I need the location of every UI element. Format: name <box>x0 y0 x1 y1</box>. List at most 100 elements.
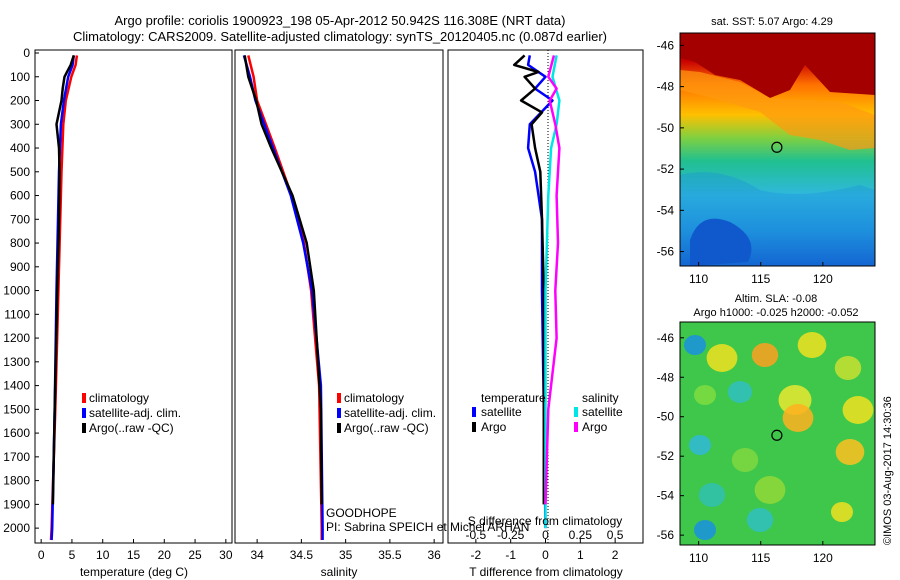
s-difference-label: S difference from climatology <box>468 514 623 528</box>
legend-header-salinity: salinity <box>582 391 619 405</box>
x-tick-label: 5 <box>69 548 76 562</box>
program-label: GOODHOPE <box>326 506 397 520</box>
legend-label-argo: Argo(..raw -QC) <box>344 421 429 435</box>
depth-tick-label: 1800 <box>3 474 30 488</box>
x-tick-label: -1 <box>505 548 516 562</box>
x-tick-label: 25 <box>188 548 202 562</box>
x-tick-label: 10 <box>96 548 110 562</box>
sla-map-axes: 110 115 120 -46 -48 -50 -52 -54 -56 <box>657 331 834 565</box>
legend-label-satellite: satellite-adj. clim. <box>89 406 181 420</box>
lon-tick-label: 120 <box>813 551 833 565</box>
sst-cool-region <box>680 172 875 266</box>
x-tick-label: 30 <box>219 548 233 562</box>
sla-heatmap <box>680 322 875 545</box>
salinity-x-label: salinity <box>321 565 358 579</box>
depth-tick-label: 200 <box>10 94 30 108</box>
legend-swatch-argo <box>337 423 341 433</box>
legend-swatch-t-satellite <box>472 407 476 417</box>
s-diff-tick-label: -0.25 <box>497 528 525 542</box>
s-diff-tick-label: -0.5 <box>466 528 487 542</box>
x-tick-label: 0 <box>542 548 549 562</box>
sla-blob <box>835 439 865 465</box>
copyright-timestamp: ©IMOS 03-Aug-2017 14:30:36 <box>882 396 894 545</box>
series-line-temperature-argo <box>512 54 546 505</box>
t-difference-x-label: T difference from climatology <box>469 565 623 579</box>
sla-blob <box>706 344 738 372</box>
depth-axis: 0 100 200 300 400 500 600 700 800 900 1000 1100 1200… <box>3 46 39 535</box>
sst-map-title: sat. SST: 5.07 Argo: 4.29 <box>711 16 833 28</box>
lat-tick-label: -54 <box>657 489 675 503</box>
x-tick-label: 1 <box>577 548 584 562</box>
legend-header-temperature: temperature <box>481 391 546 405</box>
lon-tick-label: 110 <box>689 551 708 565</box>
x-tick-label: 34 <box>250 548 264 562</box>
lon-tick-label: 115 <box>751 551 770 565</box>
sla-blob <box>731 448 759 472</box>
sst-warm-region <box>680 33 875 98</box>
sla-blob <box>751 343 779 367</box>
lat-tick-label: -52 <box>657 162 675 176</box>
sst-profile-location-marker <box>771 141 783 153</box>
s-difference-x-ticks: -0.5 -0.25 0 0.25 0.5 <box>466 528 624 542</box>
depth-tick-label: 2000 <box>3 521 30 535</box>
series-line-argo-raw-qc- <box>243 55 323 505</box>
s-diff-tick-label: 0.5 <box>607 528 624 542</box>
temperature-x-ticks: 0 5 10 15 20 25 30 <box>38 539 233 562</box>
figure-title-line1: Argo profile: coriolis 1900923_198 05-Ap… <box>115 13 566 28</box>
temperature-chart <box>49 55 79 541</box>
legend-label-climatology: climatology <box>89 391 149 405</box>
depth-tick-label: 700 <box>10 212 30 226</box>
sla-blob <box>694 385 716 405</box>
legend-swatch-s-argo <box>574 422 578 432</box>
t-difference-x-ticks: -2 -1 0 1 2 <box>471 539 619 562</box>
depth-tick-label: 600 <box>10 189 30 203</box>
depth-tick-label: 100 <box>10 70 30 84</box>
legend-label-climatology: climatology <box>344 391 404 405</box>
depth-tick-label: 1100 <box>4 307 30 321</box>
depth-tick-label: 400 <box>10 141 30 155</box>
depth-tick-label: 1200 <box>3 331 30 345</box>
x-tick-label: 35 <box>339 548 353 562</box>
figure-title-line2: Climatology: CARS2009. Satellite-adjuste… <box>73 29 607 44</box>
depth-tick-label: 900 <box>10 260 30 274</box>
sst-cold-region <box>690 218 752 266</box>
lat-tick-label: -48 <box>657 80 675 94</box>
lat-tick-label: -54 <box>657 203 675 217</box>
legend-swatch-satellite <box>82 408 86 418</box>
lat-tick-label: -56 <box>657 245 675 259</box>
legend-swatch-climatology <box>337 393 341 403</box>
sla-anomaly-blobs <box>684 332 874 540</box>
sst-front-region <box>680 70 875 150</box>
legend-swatch-s-satellite <box>574 407 578 417</box>
series-line-salinity-argo <box>544 55 561 505</box>
legend-label-s-satellite: satellite <box>582 405 623 419</box>
series-line-temperature-satellite <box>526 55 554 529</box>
salinity-x-ticks: 34 34.5 35 35.5 36 <box>250 539 441 562</box>
series-line-climatology <box>247 55 323 540</box>
depth-tick-label: 800 <box>10 236 30 250</box>
lat-tick-label: -56 <box>657 528 675 542</box>
series-line-climatology <box>49 55 79 541</box>
x-tick-label: 15 <box>127 548 141 562</box>
salinity-panel-frame <box>234 49 444 544</box>
sla-blob <box>727 381 753 403</box>
sla-blob <box>831 502 853 522</box>
s-diff-tick-label: 0 <box>542 528 549 542</box>
sla-blob <box>698 483 726 507</box>
sla-blob <box>694 520 716 540</box>
pi-label: PI: Sabrina SPEICH et Michel ARHAN <box>326 520 529 534</box>
sla-blob <box>782 404 814 432</box>
legend-label-t-argo: Argo <box>481 420 507 434</box>
legend-label-t-satellite: satellite <box>481 405 522 419</box>
depth-tick-label: 1400 <box>3 379 30 393</box>
sla-blob <box>834 356 862 380</box>
lat-tick-label: -50 <box>657 121 675 135</box>
x-tick-label: 34.5 <box>290 548 314 562</box>
x-tick-label: 2 <box>612 548 619 562</box>
legend-label-s-argo: Argo <box>582 420 608 434</box>
sst-map-axes: 110 115 120 -46 -48 -50 -52 -54 -56 <box>657 38 834 286</box>
lat-tick-label: -50 <box>657 410 675 424</box>
x-tick-label: 0 <box>38 548 45 562</box>
salinity-legend: climatology satellite-adj. clim. Argo(..… <box>337 391 436 435</box>
